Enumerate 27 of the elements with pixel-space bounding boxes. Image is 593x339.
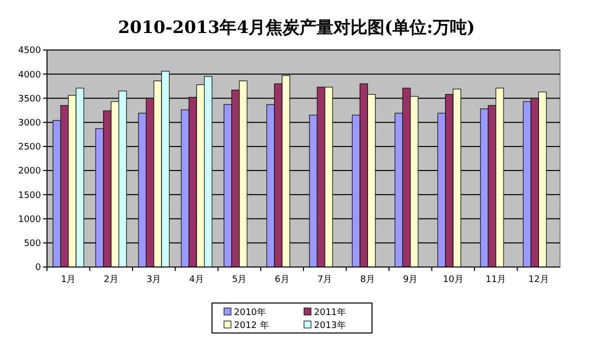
x-tick-label: 8月 — [360, 275, 375, 285]
x-tick-label: 2月 — [104, 275, 118, 285]
y-tick-label: 4500 — [18, 46, 42, 56]
x-tick-label: 1月 — [61, 275, 76, 285]
x-tick-label: 4月 — [189, 275, 204, 285]
y-tick-label: 3500 — [18, 94, 42, 104]
x-tick-label: 12月 — [528, 275, 549, 285]
legend-label: 2013年 — [314, 320, 346, 332]
y-tick-label: 2000 — [18, 166, 42, 177]
x-tick-label: 10月 — [442, 275, 464, 285]
chart-title: 2010-2013年4月焦炭产量对比图(单位:万吨) — [118, 18, 475, 38]
x-tick-label: 5月 — [232, 275, 247, 285]
y-tick-label: 1000 — [18, 214, 42, 225]
y-tick-label: 4000 — [18, 70, 42, 80]
legend-label: 2012 年 — [234, 320, 269, 332]
x-tick-label: 11月 — [486, 275, 506, 285]
y-tick-label: 500 — [24, 239, 42, 250]
y-tick-label: 2500 — [18, 142, 42, 153]
legend-label: 2010年 — [234, 307, 266, 318]
y-tick-label: 1500 — [18, 190, 42, 201]
x-tick-label: 6月 — [274, 275, 290, 285]
legend-label: 2011年 — [314, 307, 346, 318]
x-tick-label: 3月 — [146, 275, 162, 285]
x-tick-label: 9月 — [403, 275, 418, 285]
y-tick-label: 0 — [35, 263, 42, 274]
y-tick-label: 3000 — [18, 118, 42, 128]
x-tick-label: 7月 — [318, 275, 332, 285]
